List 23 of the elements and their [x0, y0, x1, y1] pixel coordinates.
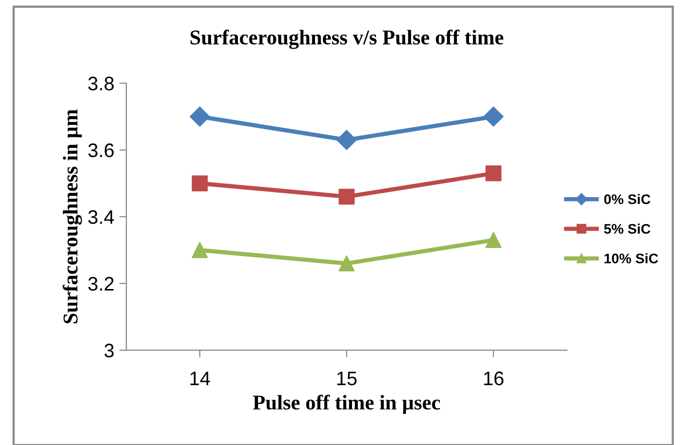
point [338, 188, 355, 205]
x-tick-label: 15 [337, 372, 357, 386]
point [338, 255, 355, 272]
x-tick-label: 16 [484, 372, 504, 386]
point [485, 232, 502, 248]
legend-label: 5% SiC [604, 224, 650, 234]
y-tick-label: 3.2 [88, 276, 114, 291]
point [485, 165, 502, 182]
x-tick-label: 14 [190, 372, 210, 386]
y-tick-label: 3 [104, 344, 114, 358]
x-axis-title: Pulse off time in µsec [253, 394, 440, 414]
legend-label: 0% SiC [604, 194, 650, 204]
point [483, 106, 504, 127]
legend-label: 10% SiC [604, 253, 658, 264]
point [336, 130, 357, 150]
chart-title: Surfaceroughness v/s Pulse off time [190, 30, 504, 49]
point [192, 242, 208, 258]
y-tick-label: 3.6 [88, 143, 114, 158]
point [192, 175, 208, 192]
y-tick-label: 3.4 [88, 210, 114, 224]
y-axis-title: Surfaceroughness in µm [62, 109, 82, 324]
point [190, 106, 210, 127]
y-tick-label: 3.8 [88, 76, 114, 90]
